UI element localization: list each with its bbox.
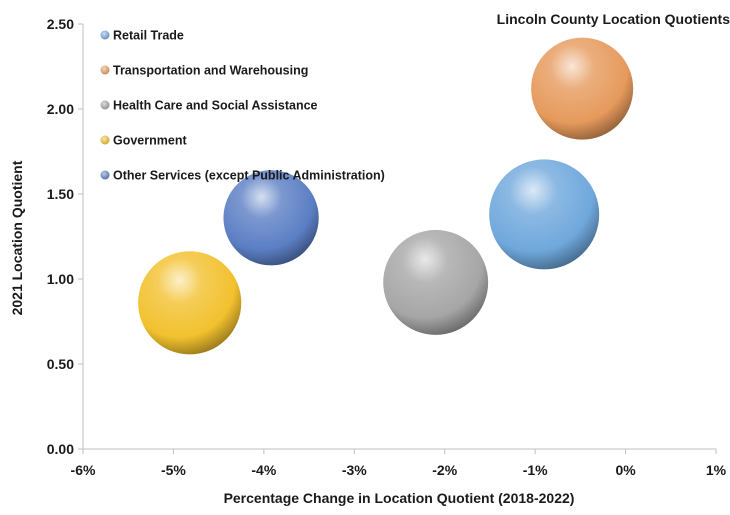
- y-axis-title: 2021 Location Quotient: [9, 160, 25, 315]
- legend-marker-government: [100, 135, 110, 145]
- x-tick-label: -2%: [432, 462, 457, 478]
- legend-label-health-care-and-social-assistance: Health Care and Social Assistance: [113, 99, 318, 113]
- bubble-government: [138, 251, 242, 355]
- legend-label-retail-trade: Retail Trade: [113, 29, 184, 43]
- legend-marker-health-care-and-social-assistance: [100, 100, 110, 110]
- bubble-other-services: [223, 170, 319, 266]
- x-tick-label: 1%: [706, 462, 727, 478]
- x-tick-label: -5%: [161, 462, 186, 478]
- legend: Retail Trade Transportation and Warehousi…: [100, 29, 385, 183]
- bubbles: [138, 37, 634, 355]
- x-tick-label: -1%: [523, 462, 548, 478]
- x-axis-title: Percentage Change in Location Quotient (…: [224, 490, 575, 506]
- bubble-retail-trade: [489, 159, 600, 270]
- y-tick-label: 2.00: [47, 101, 74, 117]
- x-tick-label: -6%: [71, 462, 96, 478]
- y-tick-label: 1.50: [47, 186, 74, 202]
- y-tick-label: 2.50: [47, 16, 74, 32]
- bubble-health-care-and-social-assistance: [383, 229, 489, 335]
- legend-marker-other-services: [100, 170, 110, 180]
- legend-marker-retail-trade: [100, 30, 110, 40]
- chart-title: Lincoln County Location Quotients: [497, 11, 730, 27]
- x-tick-label: 0%: [615, 462, 636, 478]
- y-tick-label: 0.50: [47, 356, 74, 372]
- y-tick-label: 0.00: [47, 441, 74, 457]
- legend-label-transportation-and-warehousing: Transportation and Warehousing: [113, 64, 308, 78]
- bubble-transportation-and-warehousing: [531, 37, 634, 140]
- x-tick-label: -4%: [251, 462, 276, 478]
- x-tick-label: -3%: [342, 462, 367, 478]
- axes: 0.00 0.50 1.00 1.50 2.00 2.50 -6% -5% -4% -3% -2% -…: [47, 16, 727, 478]
- legend-marker-transportation-and-warehousing: [100, 65, 110, 75]
- legend-label-government: Government: [113, 134, 187, 148]
- legend-label-other-services: Other Services (except Public Administra…: [113, 169, 385, 183]
- y-tick-label: 1.00: [47, 271, 74, 287]
